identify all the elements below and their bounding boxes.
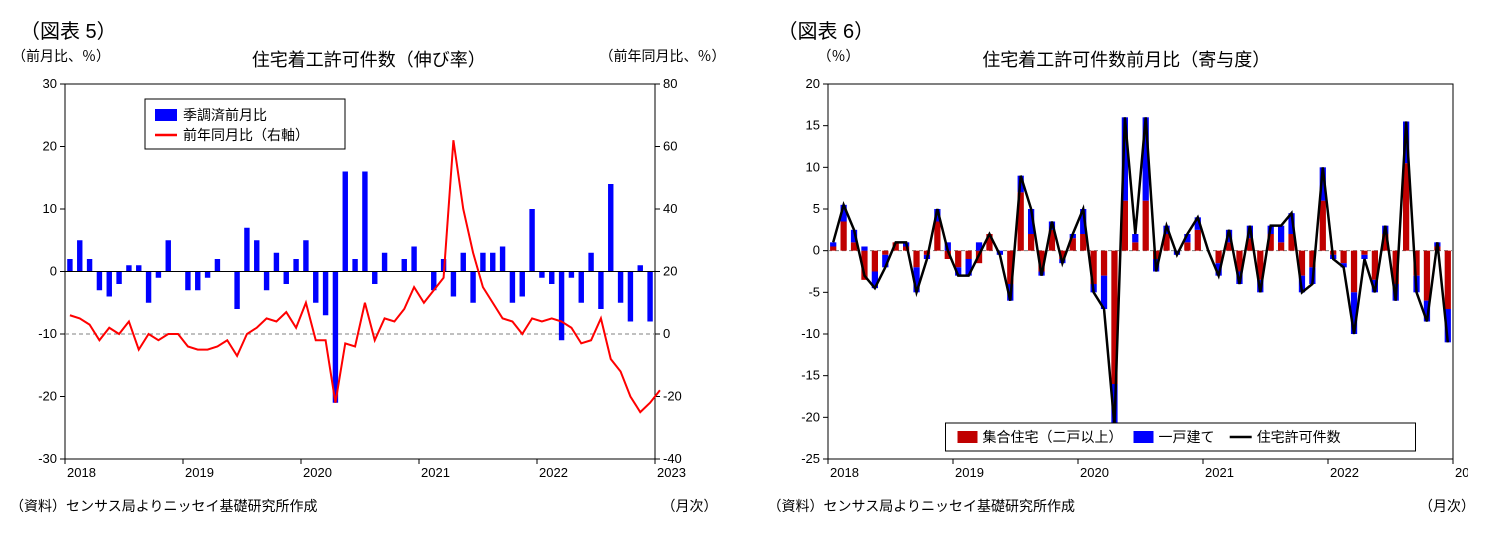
svg-text:一戸建て: 一戸建て [1158,429,1214,445]
svg-text:2021: 2021 [421,465,450,480]
svg-text:-10: -10 [38,326,57,341]
svg-text:2019: 2019 [955,465,984,480]
svg-text:30: 30 [43,76,57,91]
svg-text:2018: 2018 [67,465,96,480]
svg-text:0: 0 [663,326,670,341]
svg-text:2021: 2021 [1205,465,1234,480]
svg-text:20: 20 [805,76,819,91]
svg-text:-10: -10 [801,326,820,341]
svg-text:0: 0 [812,243,819,258]
chart5-right-axis-label: （前年同月比、％） [600,46,726,66]
svg-text:15: 15 [805,118,819,133]
figure-5-panel: （図表 5） （前月比、％） 住宅着工許可件数（伸び率） （前年同月比、％） -… [10,10,728,516]
svg-text:-20: -20 [801,409,820,424]
svg-text:80: 80 [663,76,677,91]
svg-text:2018: 2018 [830,465,859,480]
chart5-source: （資料）センサス局よりニッセイ基礎研究所作成 [10,496,317,516]
svg-text:-20: -20 [38,389,57,404]
svg-text:40: 40 [663,201,677,216]
svg-text:60: 60 [663,139,677,154]
svg-text:集合住宅（二戸以上）: 集合住宅（二戸以上） [982,429,1122,445]
svg-text:-30: -30 [38,451,57,466]
svg-text:2020: 2020 [303,465,332,480]
svg-text:-15: -15 [801,368,820,383]
svg-text:10: 10 [805,159,819,174]
svg-text:住宅許可件数: 住宅許可件数 [1256,429,1340,445]
chart5-plot: -30 -20 -10 0 10 20 30 -40 -20 0 20 40 60 80 2018 2019 2… [10,74,710,494]
svg-text:2022: 2022 [1330,465,1359,480]
chart6-plot: -25 -20 -15 -10 -5 0 5 10 15 20 2018 2019 2020 2021 20… [768,74,1468,494]
svg-text:2020: 2020 [1080,465,1109,480]
svg-text:-25: -25 [801,451,820,466]
figure-6-panel: （図表 6） （％） 住宅着工許可件数前月比（寄与度） -25 -20 -15 -10… [768,10,1486,516]
svg-text:-40: -40 [663,451,682,466]
figure-5-label: （図表 5） [20,15,728,44]
svg-text:-5: -5 [808,284,820,299]
svg-text:-20: -20 [663,389,682,404]
chart5-left-axis-label: （前月比、％） [12,46,110,66]
svg-text:2023: 2023 [1455,465,1468,480]
figure-6-label: （図表 6） [778,15,1486,44]
chart5-x-unit: （月次） [662,496,728,516]
chart6-left-axis-label: （％） [818,46,860,66]
svg-text:2019: 2019 [185,465,214,480]
svg-text:前年同月比（右軸）: 前年同月比（右軸） [183,127,309,143]
svg-text:季調済前月比: 季調済前月比 [183,107,267,123]
chart6-x-unit: （月次） [1419,496,1485,516]
svg-text:10: 10 [43,201,57,216]
svg-text:5: 5 [812,201,819,216]
svg-text:20: 20 [43,139,57,154]
chart6-title: 住宅着工許可件数前月比（寄与度） [768,46,1486,72]
chart6-source: （資料）センサス局よりニッセイ基礎研究所作成 [768,496,1075,516]
svg-text:0: 0 [50,264,57,279]
svg-text:2022: 2022 [539,465,568,480]
svg-text:2023: 2023 [657,465,686,480]
svg-text:20: 20 [663,264,677,279]
